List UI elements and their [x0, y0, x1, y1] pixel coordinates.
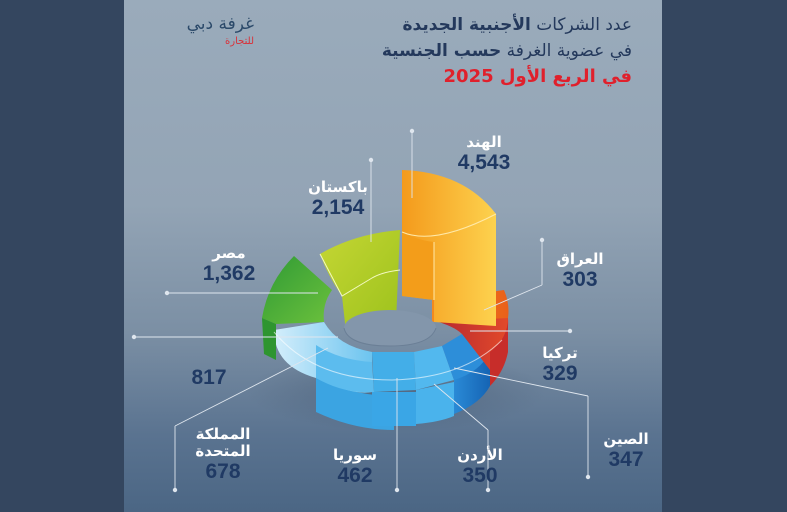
label-jordan: الأردن 350 — [457, 446, 503, 487]
label-pakistan: باكستان 2,154 — [308, 178, 368, 219]
dubai-chamber-logo: غرفة دبي للتجارة — [144, 14, 254, 47]
infographic-panel: غرفة دبي للتجارة عدد الشركات الأجنبية ال… — [124, 0, 662, 512]
page-title: عدد الشركات الأجنبية الجديدة في عضوية ال… — [382, 12, 632, 90]
logo-name: غرفة دبي — [186, 14, 254, 34]
label-uk: المملكة المتحدة 678 — [195, 425, 251, 484]
title-line2-bold: حسب الجنسية — [381, 41, 502, 61]
left-side-band — [0, 0, 124, 512]
label-syria: سوريا 462 — [332, 446, 378, 487]
title-line1-bold: الأجنبية الجديدة — [402, 15, 531, 35]
label-iraq: العراق 303 — [556, 250, 604, 291]
label-india: الهند 4,543 — [457, 133, 511, 174]
title-line3: في الربع الأول 2025 — [443, 66, 632, 87]
label-china: الصين 347 — [603, 430, 649, 471]
title-line1-regular: عدد الشركات — [530, 15, 632, 35]
title-line2-regular: في عضوية الغرفة — [501, 41, 632, 61]
label-817: 817 — [191, 366, 227, 389]
right-side-band — [662, 0, 787, 512]
label-turkey: تركيا 329 — [542, 344, 578, 385]
donut-chart — [131, 128, 591, 493]
leader-lines — [134, 131, 589, 490]
logo-subtitle: للتجارة — [225, 36, 254, 47]
label-egypt: مصر 1,362 — [202, 244, 256, 285]
leader-dots — [131, 128, 591, 493]
